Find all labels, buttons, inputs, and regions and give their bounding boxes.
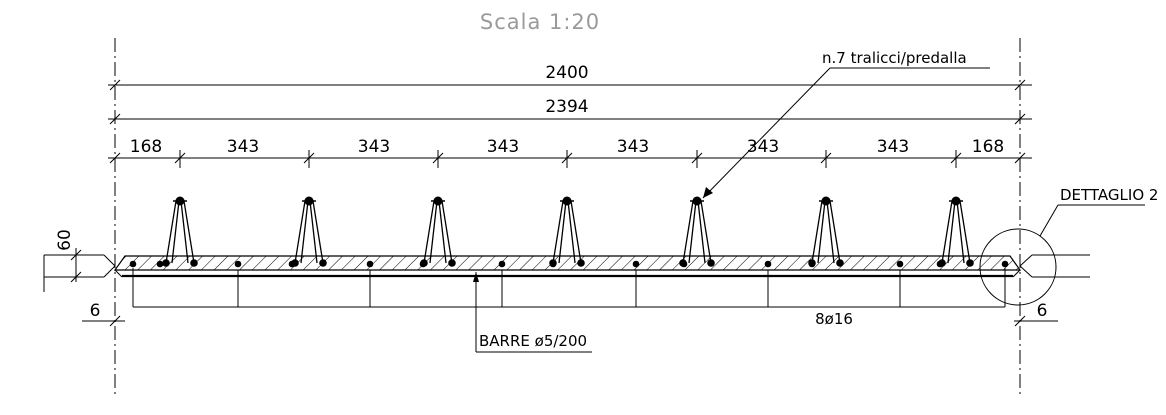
height-dimension: 60 [43,229,82,292]
spacing-tick [109,152,121,164]
spacing-tick [1014,152,1026,164]
truss [808,196,844,267]
longitudinal-bar [764,260,772,268]
longitudinal-bar [1001,260,1009,268]
spacing-dim-text: 343 [227,137,259,157]
dimension-2400: 2400 [108,63,1032,91]
height-dim-text: 60 [55,229,75,251]
spacing-tick [691,150,703,168]
transverse-bars-label: BARRE ø5/200 [479,332,587,350]
dimension-2394: 2394 [108,97,1032,125]
longitudinal-bar [549,260,557,268]
longitudinal-bar [419,260,427,268]
truss-leader: n.7 tralicci/predalla [702,49,990,199]
longitudinal-bar [234,260,242,268]
truss-bottom-bar [966,259,974,267]
longitudinal-bar [288,260,296,268]
truss [162,196,198,267]
spacing-dim-text: 168 [130,137,162,157]
longitudinal-bar [498,260,506,268]
spacing-tick [174,150,186,168]
truss [938,196,974,267]
truss [420,196,456,267]
spacing-dim-text: 343 [487,137,519,157]
truss-bottom-bar [190,259,198,267]
longitudinal-bar [632,260,640,268]
bottom-dim-left-text: 6 [90,301,101,321]
spacing-dim-text: 343 [358,137,390,157]
spacing-dim-text: 343 [747,137,779,157]
longitudinal-bar [808,260,816,268]
bars-group [129,260,1009,268]
spacing-dim-text: 343 [877,137,909,157]
detail-label: DETTAGLIO 2 [1060,186,1158,204]
transverse-bars-leader: BARRE ø5/200 [473,272,592,353]
bottom-dim-right-text: 6 [1037,301,1048,321]
truss-bottom-bar [707,259,715,267]
truss-bottom-bar [577,259,585,267]
spacing-tick [561,150,573,168]
slab-hatch [113,255,1022,271]
truss-bottom-bar [836,259,844,267]
spacing-tick [432,150,444,168]
truss [679,196,715,267]
truss-bottom-bar [448,259,456,267]
spacing-dimension-chain: 168 343 343 343 343 343 343 168 [108,137,1032,168]
longitudinal-bar [366,260,374,268]
longitudinal-bar [680,260,688,268]
longitudinal-bar [896,260,904,268]
scale-title: Scala 1:20 [480,10,600,34]
truss-bottom-bar [162,259,170,267]
dim-text-2400: 2400 [545,63,588,83]
truss-label: n.7 tralicci/predalla [822,49,967,67]
longitudinal-bars-label: 8ø16 [815,310,853,328]
trusses-group [162,196,974,267]
spacing-tick [820,150,832,168]
longitudinal-bar [129,260,137,268]
truss-bottom-bar [319,259,327,267]
spacing-tick [303,150,315,168]
bottom-dim-right: 6 [1014,301,1058,327]
detail-callout: DETTAGLIO 2 [979,186,1158,306]
slab-section [44,254,1090,308]
bottom-dim-left: 6 [82,301,125,327]
dim-text-2394: 2394 [545,97,588,117]
longitudinal-bar [936,260,944,268]
longitudinal-bar [156,260,164,268]
spacing-dim-text: 343 [617,137,649,157]
spacing-tick [950,150,962,168]
spacing-dim-text: 168 [972,137,1004,157]
